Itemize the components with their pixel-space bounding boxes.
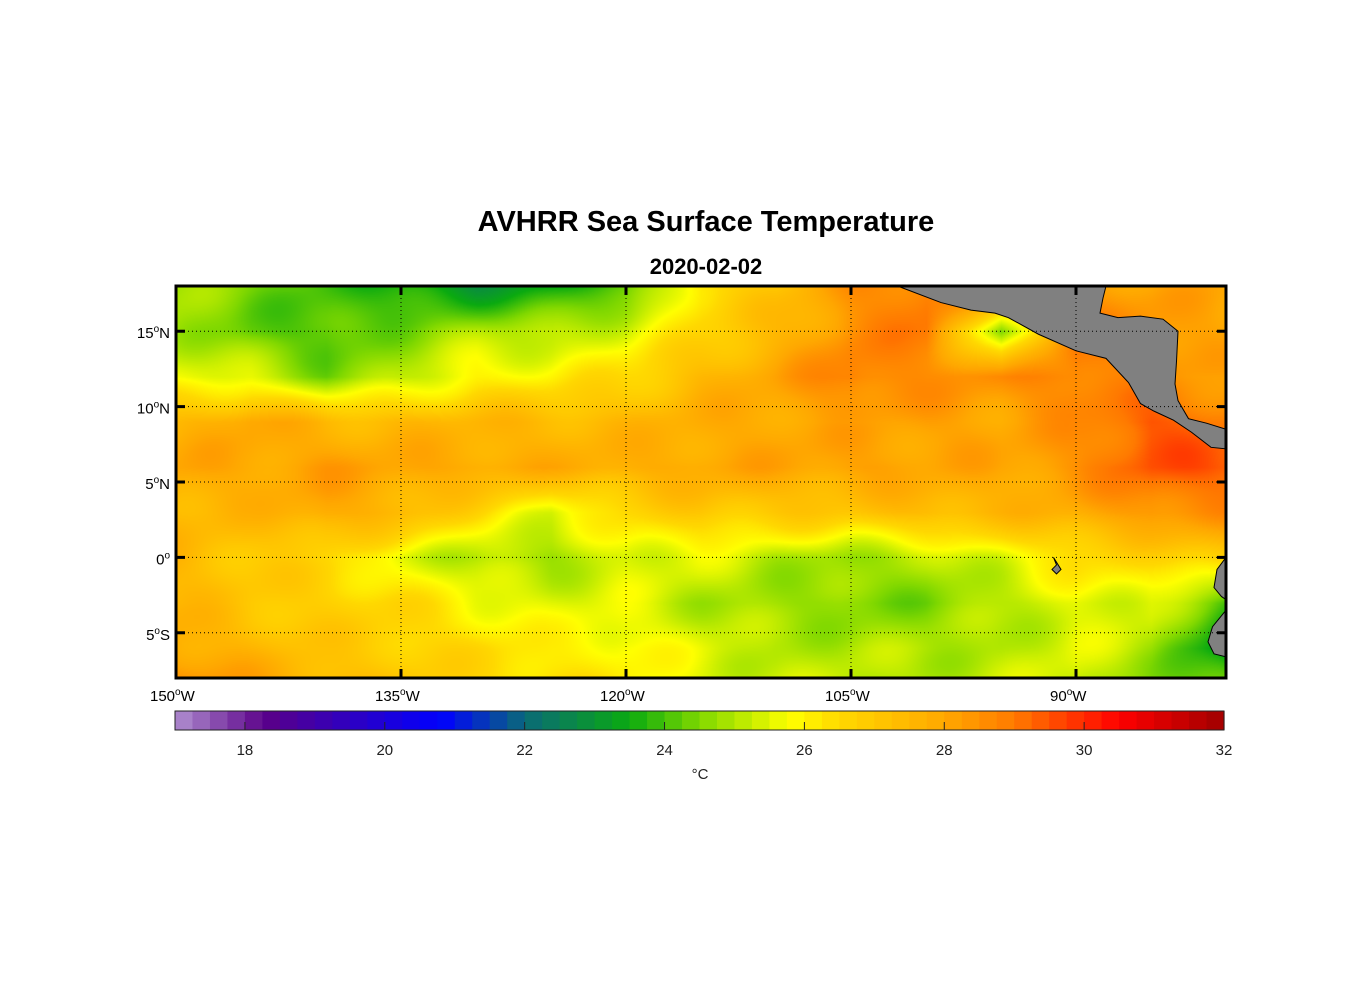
colorbar-segment [979, 711, 998, 730]
colorbar-segment [507, 711, 526, 730]
colorbar-segment [856, 711, 875, 730]
graticule [176, 286, 1226, 678]
colorbar-frame [174, 710, 1225, 731]
colorbar-segment [769, 711, 788, 730]
colorbar-segment [227, 711, 246, 730]
lon-tick-label: 150oW [150, 687, 196, 705]
colorbar-segment [734, 711, 753, 730]
colorbar-segment [682, 711, 701, 730]
colorbar-segment [1154, 711, 1173, 730]
colorbar-segment [349, 711, 368, 730]
colorbar-segment [384, 711, 403, 730]
colorbar-segment [1136, 711, 1155, 730]
colorbar-segment [489, 711, 508, 730]
colorbar-segment [577, 711, 596, 730]
colorbar-segment [559, 711, 578, 730]
colorbar-segment [1084, 711, 1103, 730]
colorbar-segment [402, 711, 421, 730]
colorbar-segment [1014, 711, 1033, 730]
colorbar-segment [944, 711, 963, 730]
colorbar-segment [542, 711, 561, 730]
colorbar-segment [891, 711, 910, 730]
colorbar-segment [751, 711, 771, 730]
colorbar-segment [909, 711, 928, 730]
colorbar-segment [1066, 711, 1085, 730]
colorbar-tick-label: 26 [796, 742, 813, 759]
lat-tick-label: 10oN [137, 400, 170, 418]
lat-tick-label: 5oN [145, 475, 170, 493]
colorbar-segment [1119, 711, 1138, 730]
colorbar-tick-label: 30 [1076, 742, 1093, 759]
land-layer [897, 285, 1227, 658]
colorbar-segment [419, 711, 438, 730]
colorbar-segment [367, 711, 386, 730]
colorbar: 18 20 22 24 26 28 30 32 [174, 710, 1233, 759]
colorbar-segment [821, 711, 840, 730]
axis-ticks: 150oW 135oW 120oW 105oW 90oW 15oN 10oN 5oN 0o 5oS [137, 286, 1226, 705]
colorbar-segment [454, 711, 473, 730]
lat-tick-label: 5oS [146, 626, 170, 644]
colorbar-segment [629, 711, 648, 730]
colorbar-segment [716, 711, 736, 730]
colorbar-segment [1189, 711, 1208, 730]
colorbar-tick-label: 32 [1216, 742, 1233, 759]
colorbar-tick-label: 28 [936, 742, 953, 759]
colorbar-segment [262, 711, 281, 730]
colorbar-segment [926, 711, 945, 730]
colorbar-segment [472, 711, 491, 730]
colorbar-segment [314, 711, 333, 730]
map-title: AVHRR Sea Surface Temperature [477, 206, 935, 238]
lon-tick-label: 105oW [825, 687, 871, 705]
colorbar-segment [332, 711, 351, 730]
lat-tick-label: 0o [156, 550, 170, 568]
colorbar-segment [647, 711, 666, 730]
colorbar-segment [699, 711, 718, 730]
colorbar-segment [244, 711, 264, 730]
colorbar-segment [192, 711, 211, 730]
colorbar-units: °C [692, 766, 709, 783]
colorbar-tick-label: 22 [516, 742, 533, 759]
colorbar-segment [437, 711, 456, 730]
colorbar-segment [1101, 711, 1120, 730]
colorbar-segment [874, 711, 893, 730]
lon-tick-label: 90oW [1050, 687, 1087, 705]
colorbar-segment [961, 711, 980, 730]
colorbar-segment [1206, 711, 1225, 730]
colorbar-segment [804, 711, 823, 730]
colorbar-segment [594, 711, 613, 730]
lat-tick-label: 15oN [137, 324, 170, 342]
colorbar-segment [297, 711, 316, 730]
colorbar-segment [664, 711, 683, 730]
colorbar-tick-label: 18 [237, 742, 254, 759]
colorbar-segment [279, 711, 298, 730]
land-polygon [1213, 555, 1227, 601]
colorbar-segment [1171, 711, 1190, 730]
lon-tick-label: 120oW [600, 687, 646, 705]
land-polygon [897, 285, 1227, 450]
colorbar-segment [839, 711, 858, 730]
colorbar-segment [786, 711, 805, 730]
map-subtitle: 2020-02-02 [649, 254, 763, 279]
colorbar-tick-label: 20 [376, 742, 393, 759]
colorbar-segment [996, 711, 1015, 730]
colorbar-segment [1031, 711, 1050, 730]
colorbar-segment [612, 711, 631, 730]
colorbar-tick-label: 24 [656, 742, 673, 759]
lon-tick-label: 135oW [375, 687, 421, 705]
colorbar-segment [524, 711, 543, 730]
colorbar-segment [1049, 711, 1068, 730]
colorbar-segment [175, 711, 194, 730]
land-polygon [1051, 557, 1062, 575]
colorbar-segment [209, 711, 229, 730]
